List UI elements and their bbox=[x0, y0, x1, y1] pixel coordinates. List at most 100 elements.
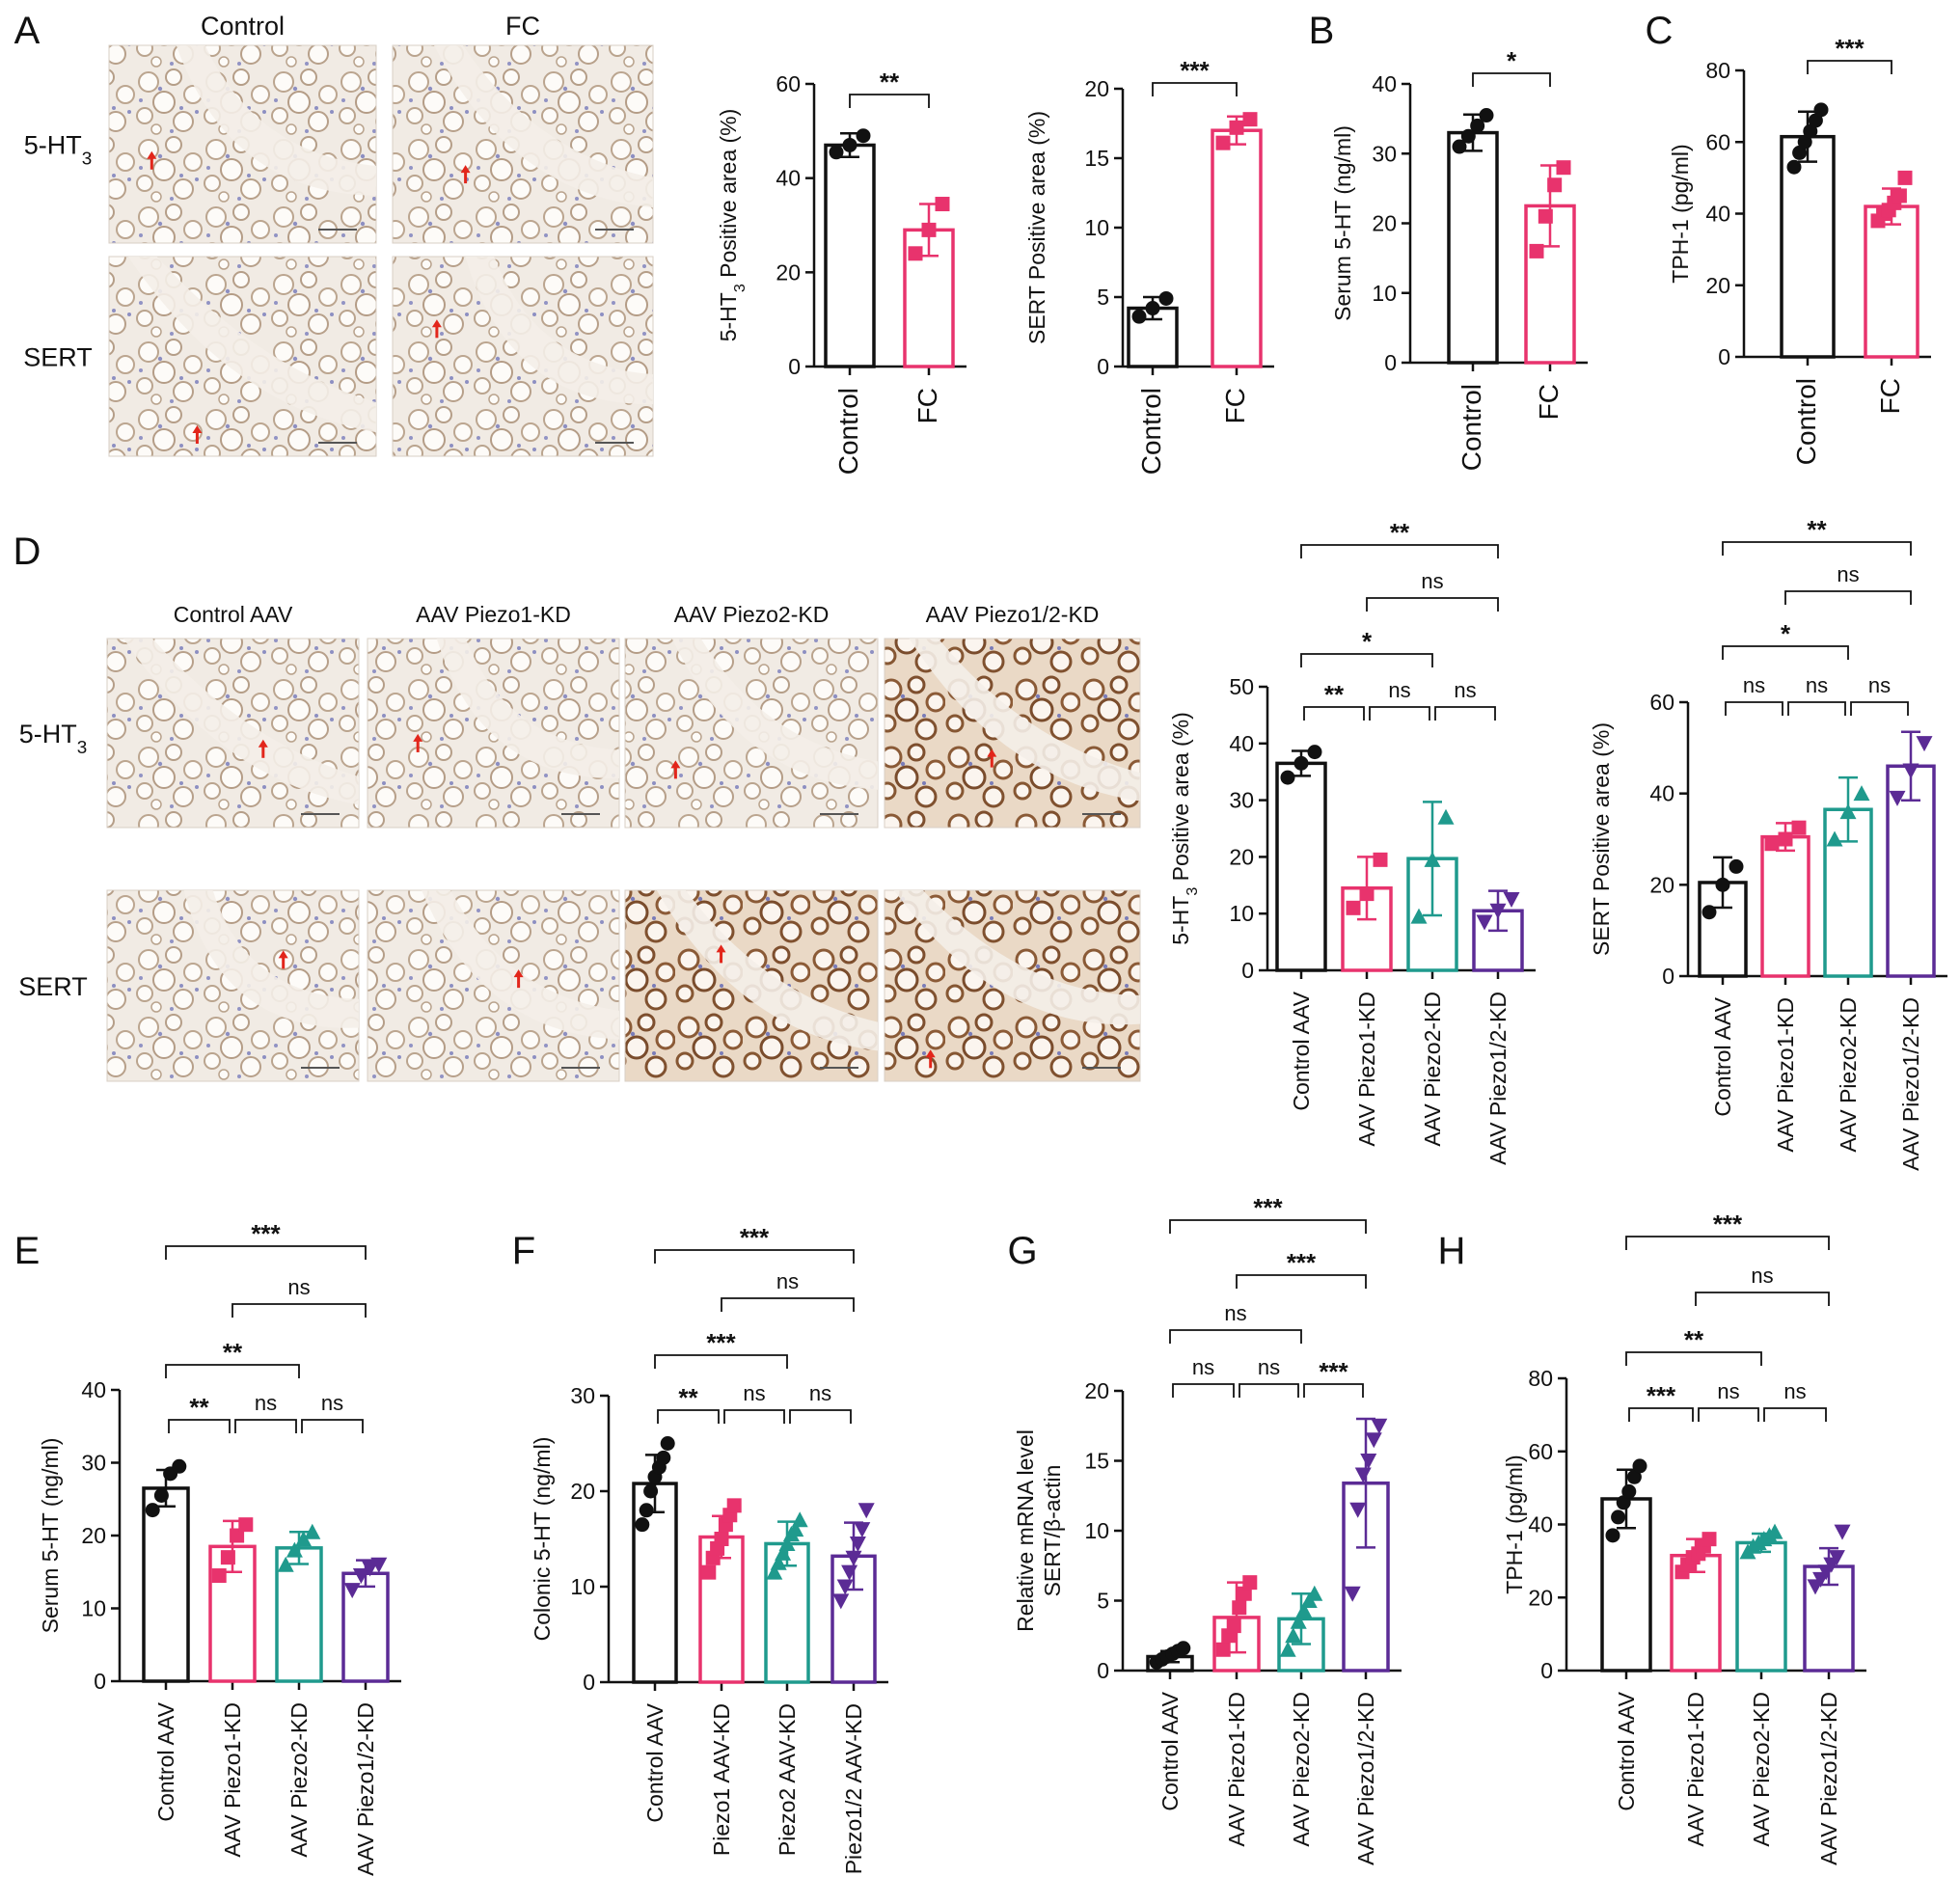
panel-a-micrographs: Control FC 5-HT3 SERT bbox=[23, 12, 654, 457]
data-point bbox=[829, 145, 844, 160]
significance-bracket: *** bbox=[1807, 34, 1892, 74]
significance-bracket: ns bbox=[1725, 673, 1783, 716]
y-tick-label: 20 bbox=[1084, 1378, 1109, 1403]
data-point bbox=[656, 1450, 671, 1465]
significance-label: ns bbox=[1751, 1264, 1773, 1288]
micrograph-tile bbox=[367, 889, 620, 1082]
data-point bbox=[1424, 851, 1441, 867]
y-tick-label: 5 bbox=[1097, 285, 1109, 310]
bar bbox=[1735, 1540, 1787, 1673]
y-tick-label: 20 bbox=[1229, 844, 1254, 869]
x-tick-label: AAV Piezo2-KD bbox=[1749, 1692, 1774, 1847]
chart-d2: 0 20 40 60 SERT Positive area (%) Control AAV… bbox=[1589, 515, 1947, 1171]
significance-label: *** bbox=[706, 1328, 736, 1357]
y-axis-label: SERT Positive area (%) bbox=[1589, 722, 1614, 956]
significance-bracket: ** bbox=[849, 68, 930, 108]
data-point bbox=[841, 1564, 858, 1581]
data-point bbox=[277, 1556, 294, 1572]
x-tick-label: AAV Piezo1/2-KD bbox=[1816, 1692, 1841, 1865]
bar bbox=[1760, 834, 1810, 978]
y-tick-label: 0 bbox=[1718, 344, 1730, 369]
significance-label: * bbox=[1781, 619, 1791, 648]
data-point bbox=[1371, 1418, 1388, 1434]
y-tick-label: 60 bbox=[1649, 690, 1674, 715]
significance-label: ns bbox=[809, 1381, 831, 1405]
data-point bbox=[153, 1487, 169, 1503]
data-point bbox=[1470, 118, 1485, 133]
data-point bbox=[1778, 831, 1793, 847]
x-tick-label: AAV Piezo2-KD bbox=[1420, 992, 1445, 1147]
data-point bbox=[1346, 900, 1361, 915]
data-point bbox=[1729, 858, 1744, 874]
micrograph-tile bbox=[392, 44, 654, 244]
data-point bbox=[1538, 208, 1553, 224]
significance-bracket: *** bbox=[1236, 1248, 1367, 1289]
x-tick-label: AAV Piezo2-KD bbox=[1289, 1692, 1314, 1847]
data-point bbox=[1437, 808, 1455, 825]
data-point bbox=[1279, 1641, 1296, 1657]
arrow-icon bbox=[987, 748, 997, 768]
significance-bracket: * bbox=[1722, 619, 1849, 660]
x-tick-label: Piezo1 AAV-KD bbox=[709, 1703, 734, 1856]
significance-bracket: *** bbox=[1303, 1357, 1364, 1398]
data-point bbox=[1766, 1523, 1783, 1539]
significance-bracket: *** bbox=[654, 1223, 855, 1264]
arrow-icon bbox=[431, 319, 442, 339]
micrograph-tile bbox=[367, 638, 620, 829]
arrow-icon bbox=[413, 733, 423, 752]
y-tick-label: 0 bbox=[1097, 1658, 1109, 1683]
data-point bbox=[1803, 123, 1818, 139]
data-point bbox=[1611, 1510, 1626, 1525]
y-tick-label: 40 bbox=[1705, 202, 1730, 227]
row-label: 5-HT3 bbox=[24, 131, 93, 170]
arrow-icon bbox=[925, 1049, 936, 1069]
data-point bbox=[660, 1436, 675, 1451]
x-tick-label: Control AAV bbox=[1157, 1691, 1183, 1810]
y-tick-label: 40 bbox=[81, 1377, 106, 1402]
significance-label: ** bbox=[678, 1383, 698, 1412]
x-tick-label: AAV Piezo1/2-KD bbox=[353, 1702, 378, 1876]
bar bbox=[142, 1486, 190, 1683]
data-point bbox=[1452, 139, 1467, 154]
data-point bbox=[639, 1503, 654, 1518]
x-tick-label: Control AAV bbox=[642, 1702, 667, 1822]
data-point bbox=[1410, 908, 1428, 924]
x-tick-label: FC bbox=[1534, 384, 1564, 420]
y-tick-label: 60 bbox=[1528, 1439, 1553, 1464]
data-point bbox=[1176, 1641, 1191, 1656]
data-point bbox=[935, 197, 950, 212]
arrow-icon bbox=[716, 944, 726, 964]
panel-label-c: C bbox=[1646, 10, 1674, 52]
y-axis-label: SERT Positive area (%) bbox=[1024, 111, 1049, 344]
data-point bbox=[286, 1541, 303, 1558]
data-point bbox=[1826, 830, 1843, 847]
data-point bbox=[714, 1532, 729, 1546]
y-tick-label: 30 bbox=[570, 1383, 595, 1408]
micrograph-tile bbox=[108, 256, 377, 457]
data-point bbox=[842, 137, 858, 152]
y-tick-label: 0 bbox=[1662, 964, 1674, 989]
y-axis-label: 5-HT3 Positive area (%) bbox=[716, 109, 749, 342]
data-point bbox=[854, 1522, 871, 1538]
significance-bracket: ** bbox=[165, 1338, 300, 1378]
y-tick-label: 30 bbox=[1372, 141, 1397, 166]
significance-bracket: ns bbox=[1239, 1355, 1299, 1398]
x-tick-label: Control bbox=[1456, 384, 1486, 471]
y-tick-label: 20 bbox=[1372, 211, 1397, 236]
arrow-icon bbox=[147, 150, 157, 170]
arrow-icon bbox=[278, 950, 288, 969]
significance-bracket: ** bbox=[1625, 1325, 1762, 1366]
significance-label: ns bbox=[1717, 1379, 1739, 1403]
y-axis-label: Colonic 5-HT (ng/ml) bbox=[530, 1437, 555, 1642]
panel-label-b: B bbox=[1309, 10, 1335, 52]
significance-label: ns bbox=[1224, 1301, 1246, 1325]
panel-label-h: H bbox=[1438, 1230, 1466, 1272]
data-point bbox=[211, 1568, 227, 1584]
data-point bbox=[1349, 1502, 1367, 1518]
data-point bbox=[1701, 905, 1717, 920]
significance-bracket: * bbox=[1300, 627, 1433, 667]
data-point bbox=[701, 1564, 717, 1580]
micrograph-tile bbox=[624, 638, 879, 829]
y-tick-label: 20 bbox=[1705, 273, 1730, 298]
significance-label: *** bbox=[251, 1219, 281, 1248]
